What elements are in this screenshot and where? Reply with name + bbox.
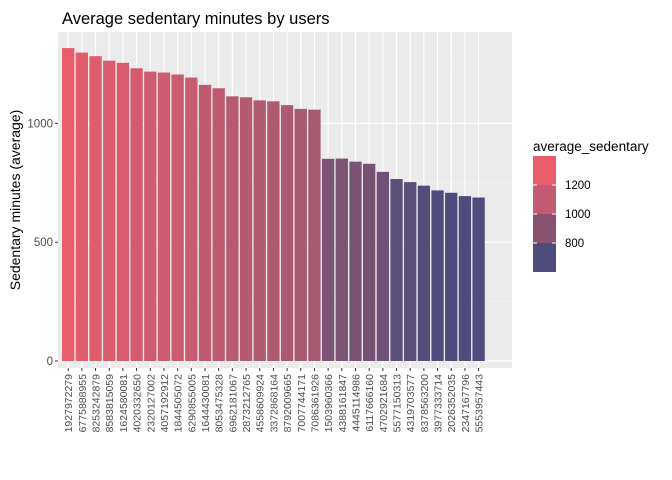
bar [89,56,102,361]
bar [363,163,376,361]
bar [472,197,485,361]
bar [103,60,116,362]
x-tick-label: 1644430081 [200,374,212,433]
bar [144,71,157,361]
bar [308,109,321,361]
x-tick-label: 4558609924 [255,374,267,433]
x-tick-label: 5577150313 [392,374,404,433]
x-tick-label: 2320127002 [145,374,157,433]
x-tick-label: 8792009665 [282,374,294,433]
legend-color-block [533,156,556,185]
bar [130,68,143,362]
bar [280,105,294,361]
legend: average_sedentary 1200 1000 800 [533,139,649,272]
x-tick-label: 4020332650 [132,374,144,433]
bars [62,48,485,362]
bar [335,158,348,361]
chart-title: Average sedentary minutes by users [62,10,330,28]
x-tick-label: 7007744171 [296,374,308,433]
x-tick-label: 8583815059 [104,374,116,433]
x-tick-label: 8253242879 [91,374,103,433]
bar [349,161,362,361]
legend-label: 800 [565,238,584,250]
y-tick-label: 0 [47,356,53,368]
bar [445,192,458,361]
bar [376,171,389,361]
x-tick-label: 8053475328 [214,374,226,433]
y-tick-label: 1000 [27,118,53,130]
bar [75,52,89,361]
bar [294,108,307,361]
legend-color-block [533,243,556,272]
x-tick-label: 7086361926 [309,374,321,433]
bar [253,100,266,362]
bar [116,62,130,361]
x-tick-label: 3372868164 [268,374,280,433]
y-axis: 0 500 1000 [27,118,58,368]
x-tick-label: 5553957443 [474,374,486,433]
bar [321,158,335,361]
x-tick-label: 1844505072 [173,374,185,433]
y-tick-label: 500 [34,237,53,249]
x-tick-label: 2347167796 [460,374,472,433]
legend-color-block [533,185,556,214]
bar [431,190,444,361]
bar [185,77,198,361]
bar [239,97,253,361]
bar [404,182,417,361]
bar [157,72,171,362]
bar [198,84,212,361]
x-tick-label: 6962181067 [227,374,239,433]
x-tick-label: 1927972279 [63,374,75,433]
x-tick-label: 2026352035 [446,374,458,433]
x-tick-label: 4388161847 [337,374,349,433]
bar [62,48,75,361]
x-tick-label: 4445114986 [350,374,362,432]
x-tick-label: 4057192912 [159,374,171,433]
y-axis-title: Sedentary minutes (average) [7,110,23,291]
x-tick-label: 3977333714 [433,374,445,433]
x-tick-label: 8378563200 [419,374,431,433]
x-tick-label: 6290855005 [186,374,198,433]
bar [417,185,431,361]
x-tick-label: 1503960366 [323,374,335,433]
bar [458,196,472,361]
x-tick-label: 2873212765 [241,374,253,433]
legend-color-block [533,214,556,243]
x-tick-label: 4319703577 [405,374,417,433]
bar [390,178,403,361]
legend-label: 1000 [565,209,591,221]
x-axis: 1927972279 6775888955 8253242879 8583815059… [63,368,486,433]
x-tick-label: 4702921684 [378,374,390,433]
bar [226,96,239,361]
bar [212,88,225,361]
x-tick-label: 6117666160 [364,374,376,432]
legend-label: 1200 [565,180,591,192]
x-tick-label: 6775888955 [77,374,89,433]
legend-title: average_sedentary [533,139,649,154]
x-tick-label: 1624580081 [118,374,130,433]
bar [171,74,184,361]
bar [267,101,280,362]
